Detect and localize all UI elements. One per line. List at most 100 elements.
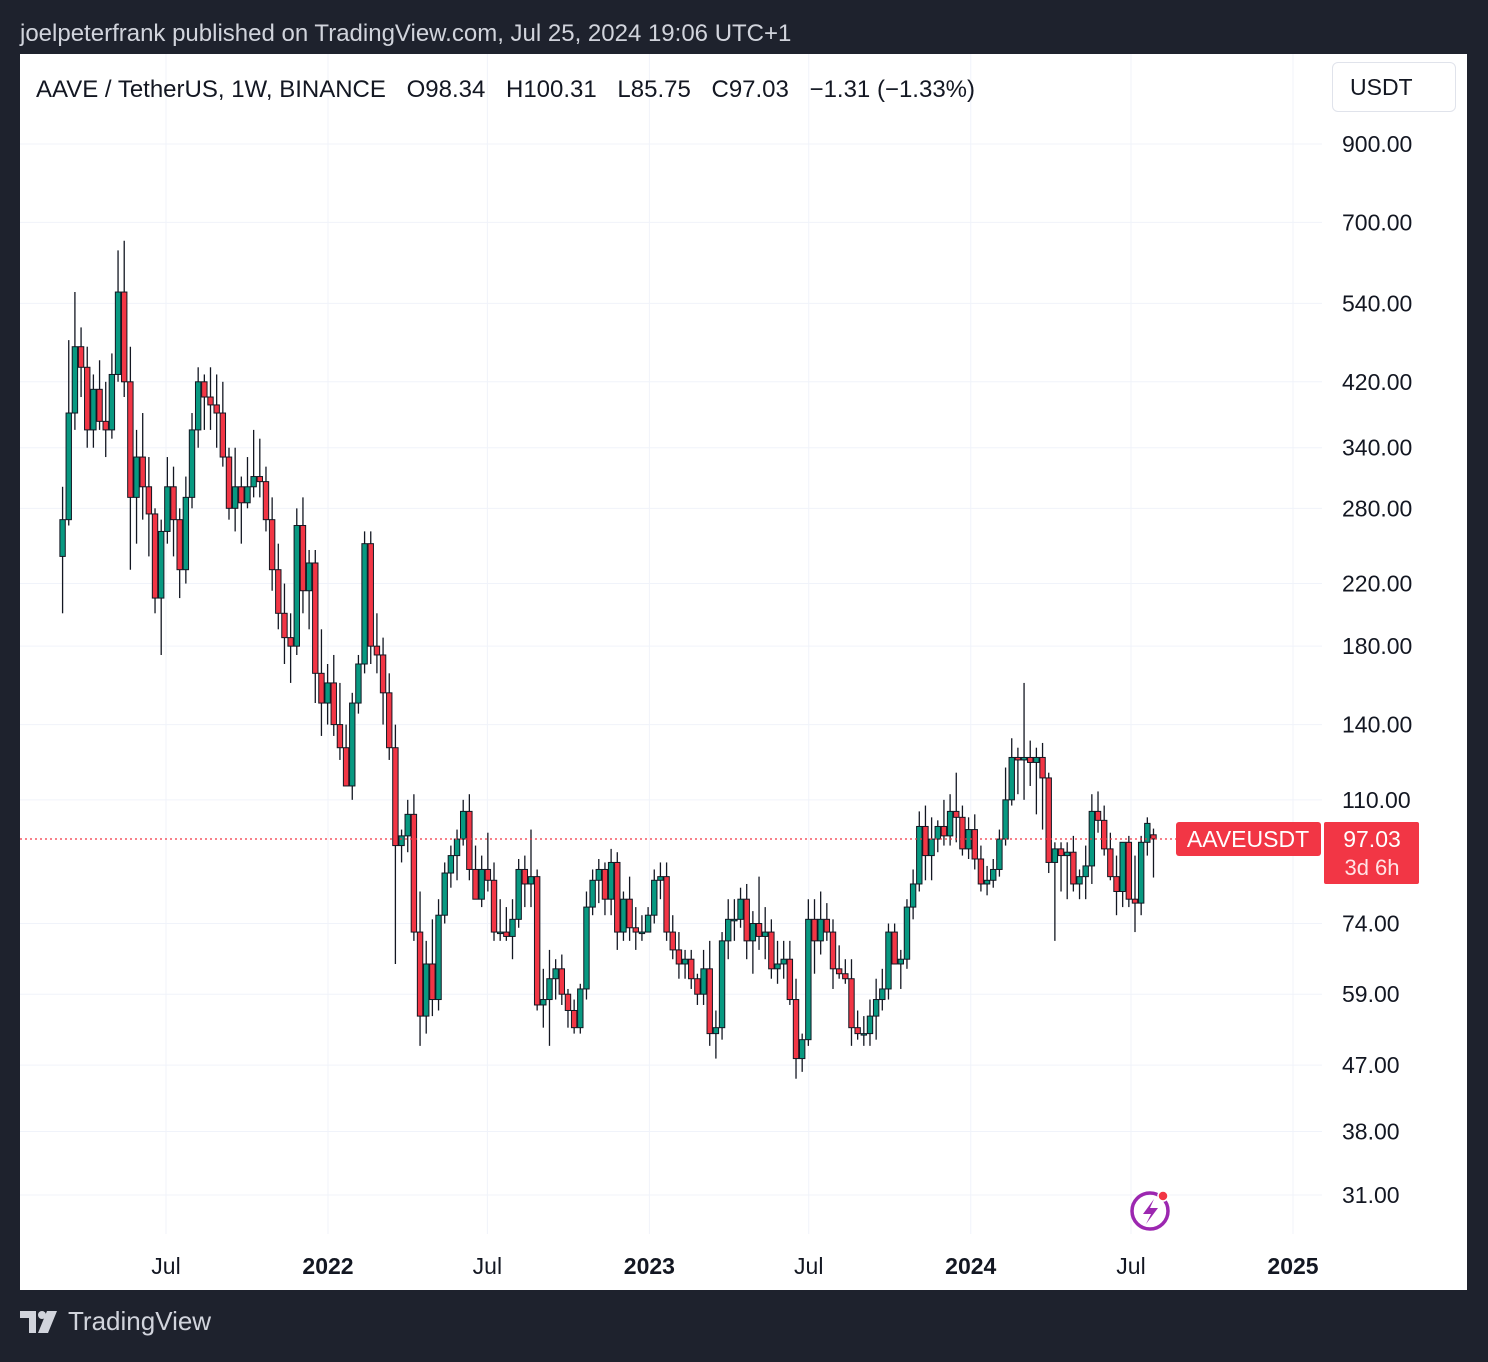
candle [176, 508, 183, 599]
candle-body-up [355, 663, 362, 704]
candle [293, 508, 300, 655]
candle [860, 1016, 868, 1046]
candle-body-up [657, 876, 664, 881]
candle [1125, 835, 1133, 908]
sparkle-ring [1130, 1191, 1170, 1231]
candle-body-down [626, 898, 633, 929]
candle-body-down [663, 876, 670, 933]
candle-body-down [743, 898, 750, 942]
candle [872, 978, 880, 1040]
candle-body-down [256, 476, 264, 483]
candle-body-up [478, 868, 485, 900]
candle-body-up [108, 373, 116, 431]
symbol-tag-label: AAVEUSDT [1187, 826, 1309, 852]
candle-body-up [59, 519, 66, 557]
candle-body-down [416, 931, 424, 1017]
price-tick-label: 220.00 [1342, 571, 1412, 597]
candle [281, 583, 288, 665]
candle-body-up [644, 914, 652, 933]
currency-button[interactable]: USDT [1332, 62, 1456, 112]
candle-body-down [367, 543, 374, 647]
candle-body-up [231, 486, 239, 509]
candle-body-down [558, 968, 566, 995]
candle-body-down [1107, 848, 1114, 878]
lightning-bolt [1143, 1199, 1158, 1224]
candle-body-up [1082, 865, 1089, 878]
time-axis: Jul 2022 Jul 2023 Jul 2024 Jul 2025 [151, 1253, 1318, 1279]
candle [706, 940, 713, 1046]
candle [1045, 772, 1052, 874]
candle-body-down [281, 612, 288, 639]
price-tag-background [1324, 821, 1419, 884]
candle-body-down [854, 1027, 861, 1035]
footer-brand[interactable]: TradingView [20, 1306, 211, 1337]
candle-body-down [145, 486, 153, 515]
price-tick-label: 700.00 [1342, 209, 1412, 235]
candle-body-down [373, 645, 381, 656]
candle-body-up [1020, 756, 1028, 761]
symbol-tag-background [1176, 821, 1321, 856]
candle-body-down [1094, 810, 1102, 821]
price-tick-label: 59.00 [1342, 981, 1400, 1007]
candle [96, 360, 103, 430]
candle [866, 999, 874, 1046]
candle [416, 891, 424, 1046]
candle [1094, 791, 1102, 833]
candle-body-up [879, 988, 886, 1001]
price-tick-label: 110.00 [1342, 787, 1411, 813]
lightning-sparkle-icon[interactable] [1130, 1190, 1170, 1231]
candle-body-down [490, 879, 498, 933]
candle [564, 988, 572, 1028]
candle-body-down [533, 876, 541, 1006]
candle-body-down [1150, 834, 1157, 840]
candle [614, 852, 621, 950]
candle-body-down [1100, 819, 1108, 850]
candle [182, 476, 190, 584]
candle [478, 855, 485, 908]
chart-panel[interactable]: 900.00 700.00 540.00 420.00 340.00 280.00 220.… [20, 54, 1467, 1290]
candle-body-up [441, 872, 448, 916]
candle [688, 949, 695, 989]
candle-body-up [916, 825, 923, 885]
candle [755, 876, 763, 950]
candle-body-down [688, 958, 695, 980]
candle-body-up [762, 931, 769, 937]
candle-body-down [484, 868, 492, 881]
candle [651, 869, 658, 924]
candle [496, 899, 504, 941]
candle-body-down [891, 931, 898, 965]
candle-body-down [201, 381, 208, 398]
candle [349, 692, 356, 800]
candle [916, 811, 923, 892]
candle-body-down [170, 486, 177, 521]
candle [768, 919, 775, 979]
candle [607, 848, 615, 916]
candle [299, 497, 307, 614]
candle [379, 637, 387, 725]
candlestick-chart[interactable]: 900.00 700.00 540.00 420.00 340.00 280.00 220.… [20, 54, 1467, 1290]
candle [620, 891, 627, 941]
candle-body-down [940, 825, 948, 837]
candle [459, 799, 467, 846]
candle-body-down [336, 724, 344, 749]
candle [466, 794, 473, 881]
candle-body-up [435, 914, 442, 1001]
candle-body-up [589, 879, 596, 908]
candle-body-up [404, 813, 411, 837]
price-tick-label: 900.00 [1342, 131, 1412, 157]
candle [121, 240, 128, 398]
candle [429, 919, 436, 1017]
candle-body-down [429, 963, 436, 1001]
candle-body-up [934, 825, 941, 840]
candle-body-up [1033, 756, 1040, 763]
candle [114, 250, 122, 382]
candle-body-up [361, 543, 368, 665]
candle [996, 829, 1003, 877]
candle-body-down [287, 637, 294, 647]
candle [762, 907, 769, 960]
candle-body-down [213, 404, 220, 414]
candle-body-up [872, 999, 880, 1017]
candle-body-up [749, 923, 757, 942]
candle [287, 613, 294, 683]
time-tick-label: Jul [794, 1253, 823, 1279]
